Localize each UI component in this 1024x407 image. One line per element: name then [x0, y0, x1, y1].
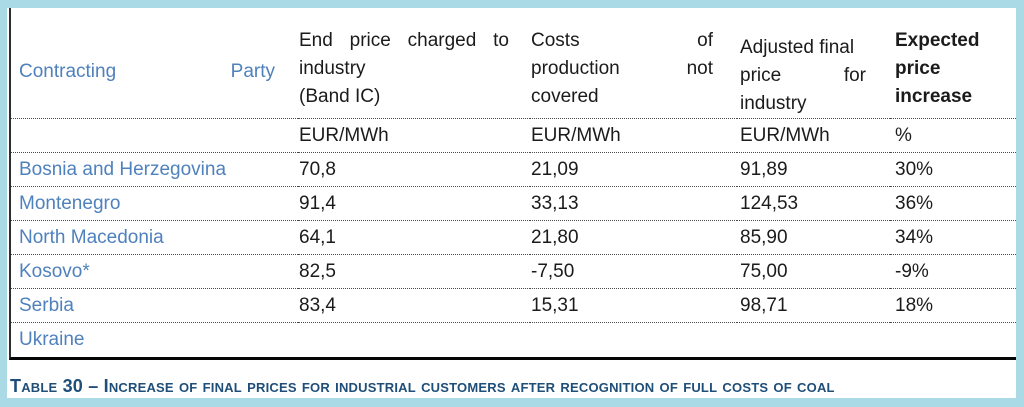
- cell-adjusted-price: [737, 323, 890, 357]
- header-word: to: [493, 30, 509, 51]
- cell-end-price: 70,8: [298, 152, 530, 187]
- table-row: Ukraine: [11, 323, 1016, 357]
- header-word: Costs: [531, 30, 580, 51]
- cell-expected-increase: 36%: [890, 186, 1016, 221]
- header-word: for: [843, 65, 866, 86]
- unit-costs-not-covered: EUR/MWh: [530, 118, 737, 153]
- table-row: North Macedonia 64,1 21,80 85,90 34%: [11, 220, 1016, 255]
- header-word: of: [697, 30, 713, 51]
- cell-end-price: 64,1: [298, 220, 530, 255]
- cell-adjusted-price: 98,71: [737, 288, 890, 323]
- col-header-expected-increase: Expected price increase: [895, 30, 980, 107]
- cell-contracting-party: Serbia: [11, 288, 298, 323]
- header-word: End: [299, 30, 333, 51]
- table-row: Montenegro 91,4 33,13 124,53 36%: [11, 186, 1016, 221]
- price-table-region: Contracting Party End price charged to indust…: [9, 8, 1016, 360]
- figure-sheet: Contracting Party End price charged to indust…: [7, 8, 1016, 398]
- cell-contracting-party: Montenegro: [11, 186, 298, 221]
- table-caption: Table 30 – Increase of final prices for …: [10, 376, 835, 396]
- cell-end-price: 82,5: [298, 254, 530, 289]
- table-row: Serbia 83,4 15,31 98,71 18%: [11, 288, 1016, 323]
- col-header-contracting-party: Contracting Party: [11, 8, 298, 119]
- cell-costs-not-covered: -7,50: [530, 254, 737, 289]
- cell-expected-increase: 34%: [890, 220, 1016, 255]
- cell-end-price: 91,4: [298, 186, 530, 221]
- cell-contracting-party: Bosnia and Herzegovina: [11, 152, 298, 187]
- unit-expected-increase: %: [890, 118, 1016, 153]
- cell-adjusted-price: 75,00: [737, 254, 890, 289]
- col-header-end-price: End price charged to industry (Band IC): [298, 8, 530, 119]
- header-word: production: [531, 58, 620, 79]
- cell-adjusted-price: 124,53: [737, 186, 890, 221]
- header-word: Contracting: [19, 61, 117, 82]
- cell-contracting-party: North Macedonia: [11, 220, 298, 255]
- cell-end-price: 83,4: [298, 288, 530, 323]
- header-word: not: [686, 58, 713, 79]
- header-word: price: [349, 30, 391, 51]
- cell-costs-not-covered: 33,13: [530, 186, 737, 221]
- header-word: charged: [407, 30, 477, 51]
- cell-costs-not-covered: 15,31: [530, 288, 737, 323]
- cell-adjusted-price: 91,89: [737, 152, 890, 187]
- cell-costs-not-covered: 21,09: [530, 152, 737, 187]
- header-word: Party: [230, 61, 275, 82]
- header-word: price: [740, 65, 782, 86]
- table-body: Bosnia and Herzegovina 70,8 21,09 91,89 30% M…: [11, 152, 1016, 357]
- cell-contracting-party: Kosovo*: [11, 254, 298, 289]
- cell-expected-increase: 30%: [890, 152, 1016, 187]
- unit-party: [11, 118, 298, 153]
- units-row: EUR/MWh EUR/MWh EUR/MWh %: [11, 118, 1016, 153]
- cell-expected-increase: [890, 323, 1016, 357]
- cell-expected-increase: -9%: [890, 254, 1016, 289]
- cell-adjusted-price: 85,90: [737, 220, 890, 255]
- col-header-costs-not-covered: Costs of production not covered: [530, 8, 737, 119]
- price-table: Contracting Party End price charged to indust…: [11, 8, 1016, 357]
- unit-end-price: EUR/MWh: [298, 118, 530, 153]
- cell-end-price: [298, 323, 530, 357]
- cell-costs-not-covered: [530, 323, 737, 357]
- table-row: Bosnia and Herzegovina 70,8 21,09 91,89 30%: [11, 152, 1016, 187]
- cell-contracting-party: Ukraine: [19, 328, 85, 350]
- col-header-adjusted-price: Adjusted final price for industry: [740, 37, 866, 114]
- cell-expected-increase: 18%: [890, 288, 1016, 323]
- cell-costs-not-covered: 21,80: [530, 220, 737, 255]
- unit-adjusted-price: EUR/MWh: [737, 118, 890, 153]
- table-header-row: Contracting Party End price charged to indust…: [11, 8, 1016, 119]
- table-row: Kosovo* 82,5 -7,50 75,00 -9%: [11, 254, 1016, 289]
